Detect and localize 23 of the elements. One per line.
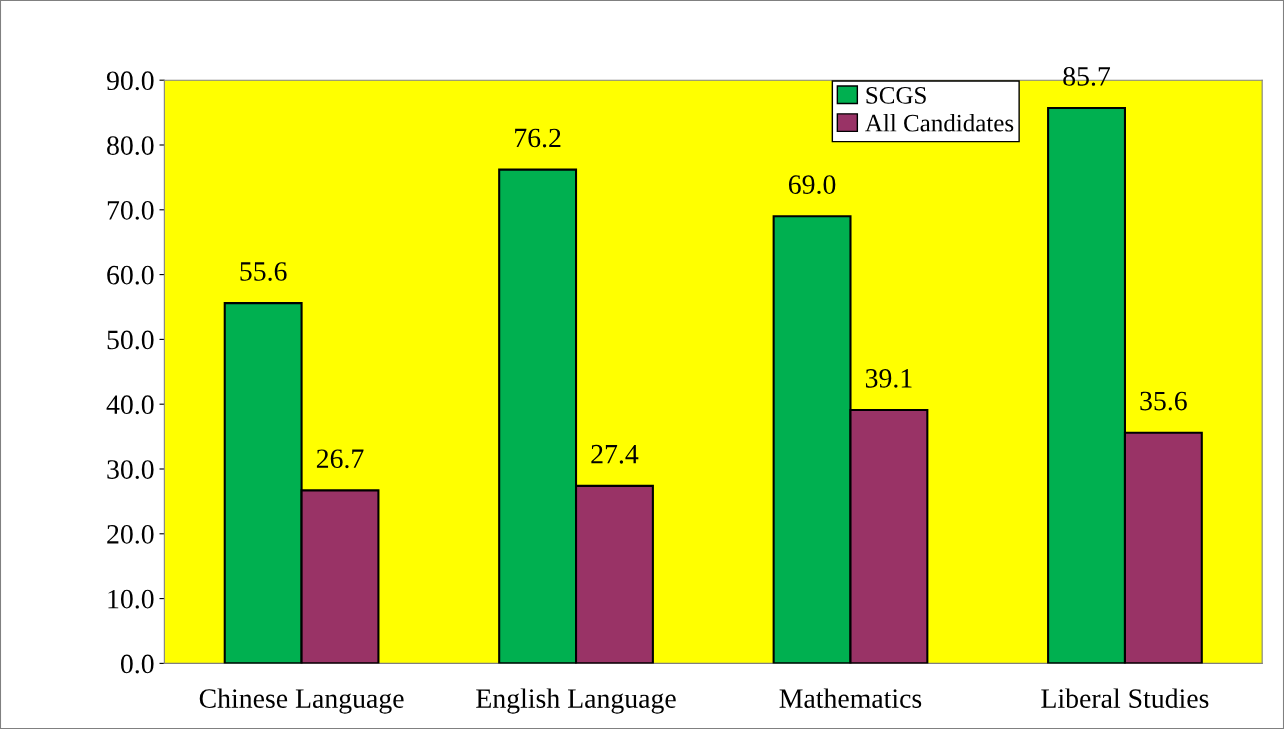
- legend-label: All Candidates: [865, 114, 1014, 132]
- text: 26.7: [316, 449, 364, 469]
- text: 27.4: [591, 444, 639, 464]
- y-tick-label: 60.0: [107, 265, 154, 285]
- text: 76.2: [515, 128, 561, 148]
- legend-label: SCGS: [866, 86, 926, 104]
- y-tick-label: 90.0: [106, 71, 154, 91]
- y-tick-label: 80.0: [107, 136, 154, 156]
- x-tick-label: Liberal Studies: [1041, 688, 1209, 708]
- y-tick-label: 10.0: [108, 589, 154, 609]
- text: 55.6: [240, 262, 287, 281]
- y-tick-label: 20.0: [107, 524, 154, 544]
- y-tick-label: 0.0: [120, 654, 154, 674]
- text: 39.1: [865, 369, 912, 388]
- x-tick-label: Mathematics: [779, 688, 922, 708]
- y-tick-label: 70.0: [107, 200, 154, 220]
- x-tick-label: Chinese Language: [199, 688, 404, 714]
- y-tick-label: 40.0: [106, 395, 154, 415]
- text: 35.6: [1140, 391, 1187, 411]
- y-tick-label: 30.0: [107, 460, 154, 480]
- text: 69.0: [788, 175, 836, 195]
- y-tick-label: 50.0: [107, 330, 154, 350]
- x-tick-label: English Language: [476, 688, 676, 714]
